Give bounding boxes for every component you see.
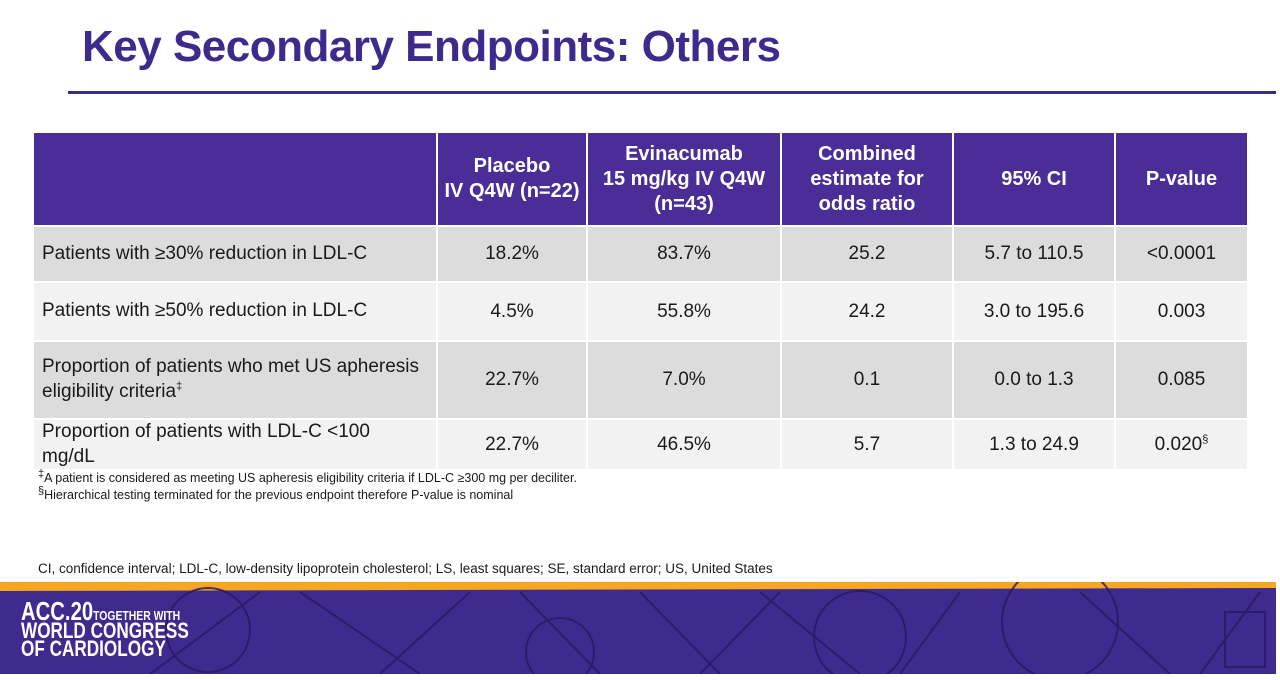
cell-evinacumab: 7.0% [588, 342, 780, 418]
cell-ci: 0.0 to 1.3 [954, 342, 1114, 418]
table-row: Proportion of patients who met US aphere… [34, 342, 1247, 418]
cell-p-value: 0.003 [1116, 283, 1247, 340]
cell-p-value: <0.0001 [1116, 227, 1247, 281]
cell-odds-ratio: 5.7 [782, 420, 952, 470]
table-header-row: Placebo IV Q4W (n=22) Evinacumab 15 mg/k… [34, 133, 1247, 225]
cell-placebo: 22.7% [438, 342, 586, 418]
cell-placebo: 4.5% [438, 283, 586, 340]
cell-placebo: 18.2% [438, 227, 586, 281]
header-endpoint [34, 133, 436, 225]
cell-ci: 3.0 to 195.6 [954, 283, 1114, 340]
header-evinacumab: Evinacumab 15 mg/kg IV Q4W (n=43) [588, 133, 780, 225]
footnote-apheresis: ‡A patient is considered as meeting US a… [38, 467, 577, 485]
slide-title: Key Secondary Endpoints: Others [82, 22, 781, 71]
table-row: Patients with ≥50% reduction in LDL-C 4.… [34, 283, 1247, 340]
banner-graphic [0, 582, 1276, 674]
acc-wcc-logo: ACC.20TOGETHER WITH WORLD CONGRESS OF CA… [21, 598, 189, 662]
p-value-text: 0.020 [1154, 433, 1203, 455]
cell-placebo: 22.7% [438, 420, 586, 470]
row-label: Proportion of patients who met US aphere… [34, 342, 436, 418]
row-label: Patients with ≥30% reduction in LDL-C [34, 227, 436, 281]
cell-evinacumab: 55.8% [588, 283, 780, 340]
cell-evinacumab: 83.7% [588, 227, 780, 281]
header-placebo: Placebo IV Q4W (n=22) [438, 133, 586, 225]
header-ci: 95% CI [954, 133, 1114, 225]
cell-odds-ratio: 25.2 [782, 227, 952, 281]
footnote-mark: ‡ [176, 380, 183, 393]
cell-evinacumab: 46.5% [588, 420, 780, 470]
row-label: Proportion of patients with LDL-C <100 m… [34, 420, 436, 470]
row-label: Patients with ≥50% reduction in LDL-C [34, 283, 436, 340]
logo-tag: TOGETHER WITH [93, 608, 181, 623]
cell-odds-ratio: 0.1 [782, 342, 952, 418]
table-row: Patients with ≥30% reduction in LDL-C 18… [34, 227, 1247, 281]
cell-ci: 5.7 to 110.5 [954, 227, 1114, 281]
cell-ci: 1.3 to 24.9 [954, 420, 1114, 470]
endpoints-table: Placebo IV Q4W (n=22) Evinacumab 15 mg/k… [32, 131, 1249, 471]
header-odds-ratio: Combined estimate for odds ratio [782, 133, 952, 225]
cell-odds-ratio: 24.2 [782, 283, 952, 340]
cell-p-value: 0.020§ [1116, 420, 1247, 470]
conference-banner [0, 582, 1276, 674]
cell-p-value: 0.085 [1116, 342, 1247, 418]
row-label-text: Proportion of patients who met US aphere… [42, 356, 420, 402]
footnote-mark: § [38, 484, 45, 497]
title-underline [68, 91, 1276, 94]
header-p-value: P-value [1116, 133, 1247, 225]
footnote-mark: § [1202, 433, 1209, 446]
logo-line-3: OF CARDIOLOGY [21, 636, 166, 662]
table-row: Proportion of patients with LDL-C <100 m… [34, 420, 1247, 470]
abbreviations-note: CI, confidence interval; LDL-C, low-dens… [38, 561, 773, 576]
logo-line-2: WORLD CONGRESS [21, 618, 189, 644]
footnote-mark: ‡ [38, 467, 45, 480]
footnote-text: Hierarchical testing terminated for the … [44, 488, 514, 502]
logo-line-1: ACC.20 [21, 596, 94, 626]
footnote-hierarchical: §Hierarchical testing terminated for the… [38, 484, 514, 502]
footnote-text: A patient is considered as meeting US ap… [44, 471, 577, 485]
